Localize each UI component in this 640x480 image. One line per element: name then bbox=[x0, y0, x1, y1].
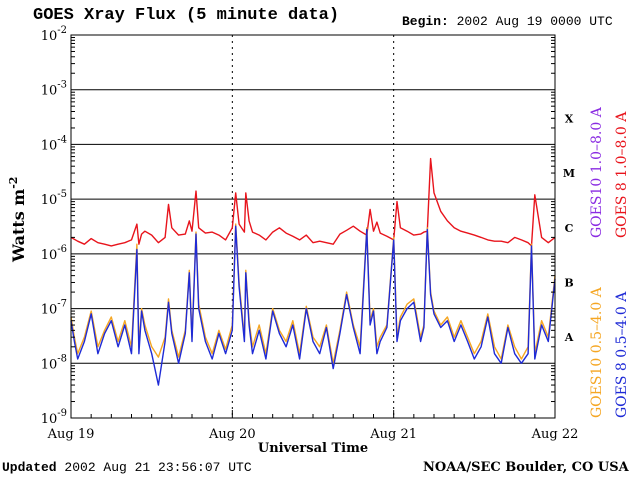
flare-class-label: C bbox=[565, 222, 574, 235]
begin-value: 2002 Aug 19 0000 UTC bbox=[456, 14, 613, 29]
legend-entry: GOES10 0.5–4.0 A bbox=[589, 286, 605, 418]
series-line-0 bbox=[70, 157, 556, 247]
updated-label: Updated bbox=[2, 460, 57, 475]
credit-line: NOAA/SEC Boulder, CO USA bbox=[423, 460, 629, 475]
updated-value: 2002 Aug 21 23:56:07 UTC bbox=[64, 460, 252, 475]
y-tick-label: 10-8 bbox=[41, 353, 67, 372]
legend-entry: GOES10 1.0–8.0 A bbox=[589, 106, 605, 238]
flare-class-label: M bbox=[563, 167, 575, 180]
flare-class-label: A bbox=[564, 331, 574, 344]
x-tick-label: Aug 20 bbox=[208, 427, 256, 442]
grid-layer bbox=[71, 34, 555, 419]
chart-title: GOES Xray Flux (5 minute data) bbox=[33, 6, 340, 25]
y-tick-label: 10-6 bbox=[41, 244, 67, 263]
legend-entry: GOES 8 1.0–8.0 A bbox=[614, 111, 630, 238]
x-tick-label: Aug 21 bbox=[369, 427, 417, 442]
x-axis-title: Universal Time bbox=[258, 441, 368, 456]
y-tick-label: 10-7 bbox=[41, 299, 67, 318]
x-tick-label: Aug 19 bbox=[47, 427, 95, 442]
flare-class-layer: X M C B A bbox=[563, 112, 575, 344]
flare-class-label: X bbox=[565, 112, 574, 125]
y-tick-label: 10-3 bbox=[41, 80, 67, 99]
plot-frame bbox=[70, 34, 556, 419]
legend-layer: GOES10 1.0–8.0 A GOES10 0.5–4.0 A GOES 8 1… bbox=[589, 106, 630, 418]
y-tick-label: 10-5 bbox=[41, 189, 67, 208]
y-tick-label: 10-9 bbox=[41, 408, 67, 427]
y-axis-title: Watts m-2 bbox=[7, 177, 28, 263]
flare-class-label: B bbox=[564, 276, 573, 289]
updated-timestamp: Updated 2002 Aug 21 23:56:07 UTC bbox=[2, 460, 252, 475]
x-tick-label: Aug 22 bbox=[531, 427, 579, 442]
begin-timestamp: Begin: 2002 Aug 19 0000 UTC bbox=[402, 14, 613, 29]
begin-label: Begin: bbox=[402, 14, 449, 29]
series-layer bbox=[70, 157, 556, 386]
series-line-2 bbox=[70, 225, 556, 386]
y-tick-label: 10-2 bbox=[41, 25, 67, 44]
legend-entry: GOES 8 0.5–4.0 A bbox=[614, 291, 630, 418]
y-tick-label: 10-4 bbox=[41, 134, 67, 153]
